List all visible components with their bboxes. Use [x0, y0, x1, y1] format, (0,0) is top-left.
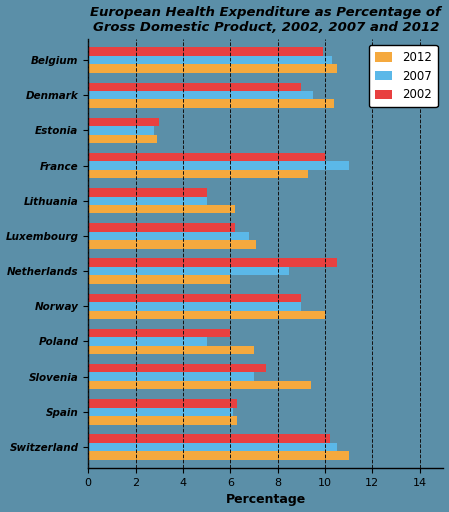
Bar [88, 161, 349, 170]
Bar [88, 205, 235, 214]
Bar [88, 329, 230, 337]
Bar [88, 153, 325, 161]
Bar [88, 82, 301, 91]
Bar [88, 408, 233, 416]
Bar [88, 346, 254, 354]
Bar [88, 267, 290, 275]
Bar [88, 372, 254, 381]
Bar [88, 64, 337, 73]
Bar [88, 188, 207, 197]
Bar [88, 126, 154, 135]
Bar [88, 118, 159, 126]
Bar [88, 232, 249, 240]
Bar [88, 99, 335, 108]
Bar [88, 56, 332, 64]
Bar [88, 381, 311, 389]
Bar [88, 311, 325, 319]
Legend: 2012, 2007, 2002: 2012, 2007, 2002 [369, 45, 437, 108]
Title: European Health Expenditure as Percentage of
Gross Domestic Product, 2002, 2007 : European Health Expenditure as Percentag… [90, 6, 441, 34]
X-axis label: Percentage: Percentage [226, 494, 306, 506]
Bar [88, 275, 230, 284]
Bar [88, 170, 308, 178]
Bar [88, 197, 207, 205]
Bar [88, 135, 157, 143]
Bar [88, 223, 235, 232]
Bar [88, 302, 301, 311]
Bar [88, 240, 256, 249]
Bar [88, 91, 313, 99]
Bar [88, 443, 337, 451]
Bar [88, 399, 238, 408]
Bar [88, 434, 330, 443]
Bar [88, 47, 323, 56]
Bar [88, 364, 266, 372]
Bar [88, 451, 349, 460]
Bar [88, 337, 207, 346]
Bar [88, 294, 301, 302]
Bar [88, 416, 238, 424]
Bar [88, 259, 337, 267]
